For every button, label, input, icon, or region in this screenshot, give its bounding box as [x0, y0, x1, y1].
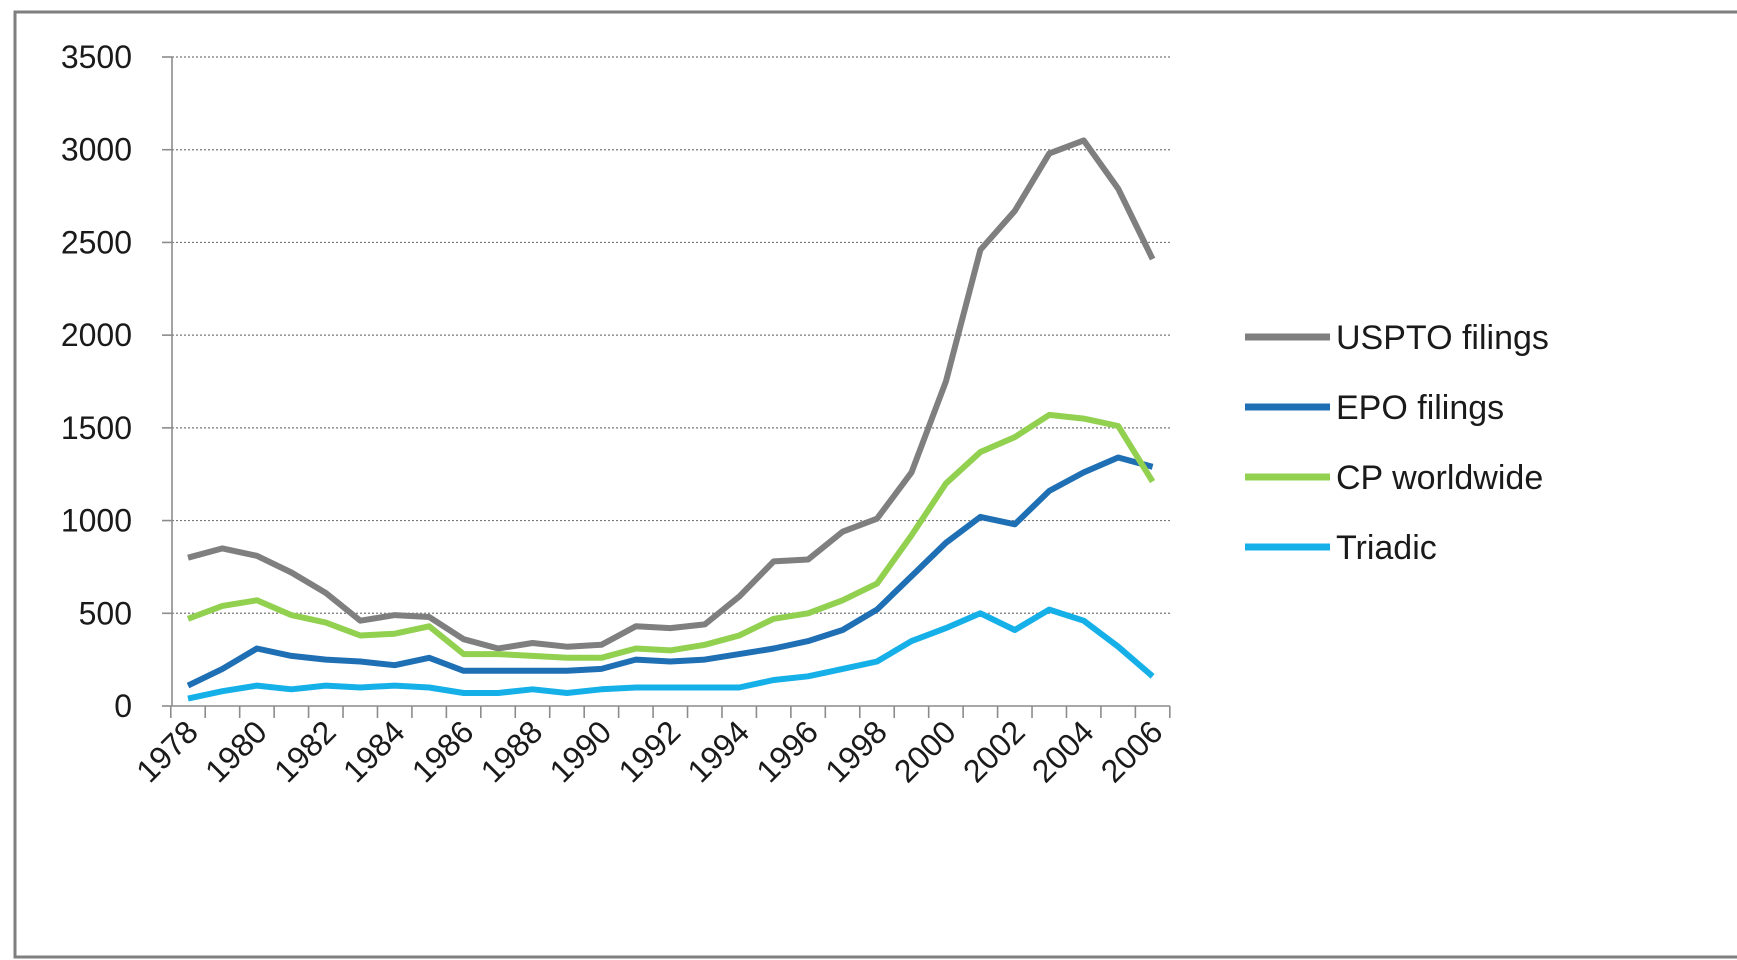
legend: USPTO filings EPO filings CP worldwide Tria…	[1245, 319, 1549, 567]
y-tick-label: 500	[79, 595, 132, 631]
series-line-cp-worldwide	[186, 411, 1156, 661]
series-line-epo-filings	[186, 454, 1154, 689]
series-line-triadic	[187, 606, 1155, 702]
series-line-uspto-filings	[187, 137, 1156, 652]
y-tick-label: 0	[114, 688, 132, 724]
legend-label-triadic: Triadic	[1336, 529, 1437, 567]
y-tick-label: 1500	[61, 410, 132, 446]
y-tick-label: 3000	[61, 132, 132, 168]
legend-label-cp-worldwide: CP worldwide	[1336, 459, 1543, 497]
axes: 0500100015002000250030003500197819801982…	[61, 39, 1171, 789]
legend-label-epo-filings: EPO filings	[1336, 389, 1504, 427]
chart-frame	[13, 10, 1737, 959]
y-tick-label: 2500	[61, 224, 132, 260]
series-lines	[186, 137, 1156, 702]
y-tick-label: 2000	[61, 317, 132, 353]
legend-label-uspto-filings: USPTO filings	[1336, 319, 1549, 357]
y-tick-label: 3500	[61, 39, 132, 75]
y-tick-label: 1000	[61, 503, 132, 539]
